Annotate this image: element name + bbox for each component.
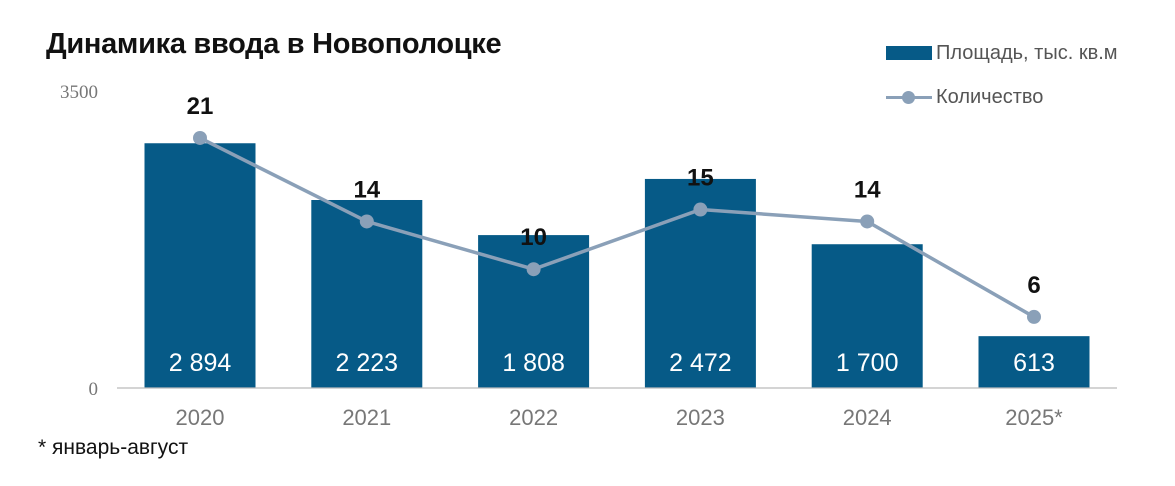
count-value-label: 14 bbox=[353, 176, 380, 203]
legend: Площадь, тыс. кв.м Количество bbox=[886, 38, 1118, 126]
legend-label-count: Количество bbox=[936, 85, 1044, 108]
x-tick-label: 2025* bbox=[1005, 405, 1063, 430]
bar-value-label: 2 894 bbox=[169, 349, 232, 377]
count-point bbox=[359, 214, 374, 229]
x-tick-label: 2021 bbox=[342, 405, 391, 430]
bar-value-label: 1 700 bbox=[836, 349, 899, 377]
count-value-label: 10 bbox=[520, 224, 547, 251]
footnote: * январь-август bbox=[38, 436, 189, 459]
x-tick-label: 2023 bbox=[676, 405, 725, 430]
y-tick-label: 3500 bbox=[60, 82, 98, 103]
chart-title: Динамика ввода в Новополоцке bbox=[46, 28, 502, 60]
bar bbox=[478, 235, 590, 388]
bar bbox=[144, 143, 256, 388]
count-value-label: 21 bbox=[187, 93, 214, 120]
count-point bbox=[526, 262, 541, 277]
count-series-line bbox=[199, 136, 1035, 319]
count-value-label: 6 bbox=[1027, 272, 1040, 299]
y-tick-label: 0 bbox=[89, 379, 99, 400]
x-tick-label: 2022 bbox=[509, 405, 558, 430]
legend-item-area: Площадь, тыс. кв.м bbox=[886, 38, 1118, 68]
bar bbox=[978, 336, 1090, 388]
count-point bbox=[1027, 309, 1041, 324]
legend-line-swatch bbox=[886, 90, 932, 104]
legend-bar-swatch bbox=[886, 46, 932, 60]
bar-value-label: 2 223 bbox=[336, 349, 399, 377]
bar-value-label: 613 bbox=[1013, 349, 1055, 377]
count-value-label: 15 bbox=[687, 165, 714, 192]
count-value-label: 14 bbox=[854, 176, 881, 203]
count-point bbox=[860, 214, 875, 229]
legend-label-area: Площадь, тыс. кв.м bbox=[936, 41, 1118, 64]
bar bbox=[811, 244, 923, 388]
bar-value-label: 2 472 bbox=[669, 349, 732, 377]
legend-item-count: Количество bbox=[886, 82, 1118, 112]
x-tick-label: 2024 bbox=[843, 405, 892, 430]
count-point bbox=[693, 202, 708, 217]
x-tick-label: 2020 bbox=[176, 405, 225, 430]
count-point bbox=[193, 130, 207, 145]
bar-value-label: 1 808 bbox=[502, 349, 565, 377]
